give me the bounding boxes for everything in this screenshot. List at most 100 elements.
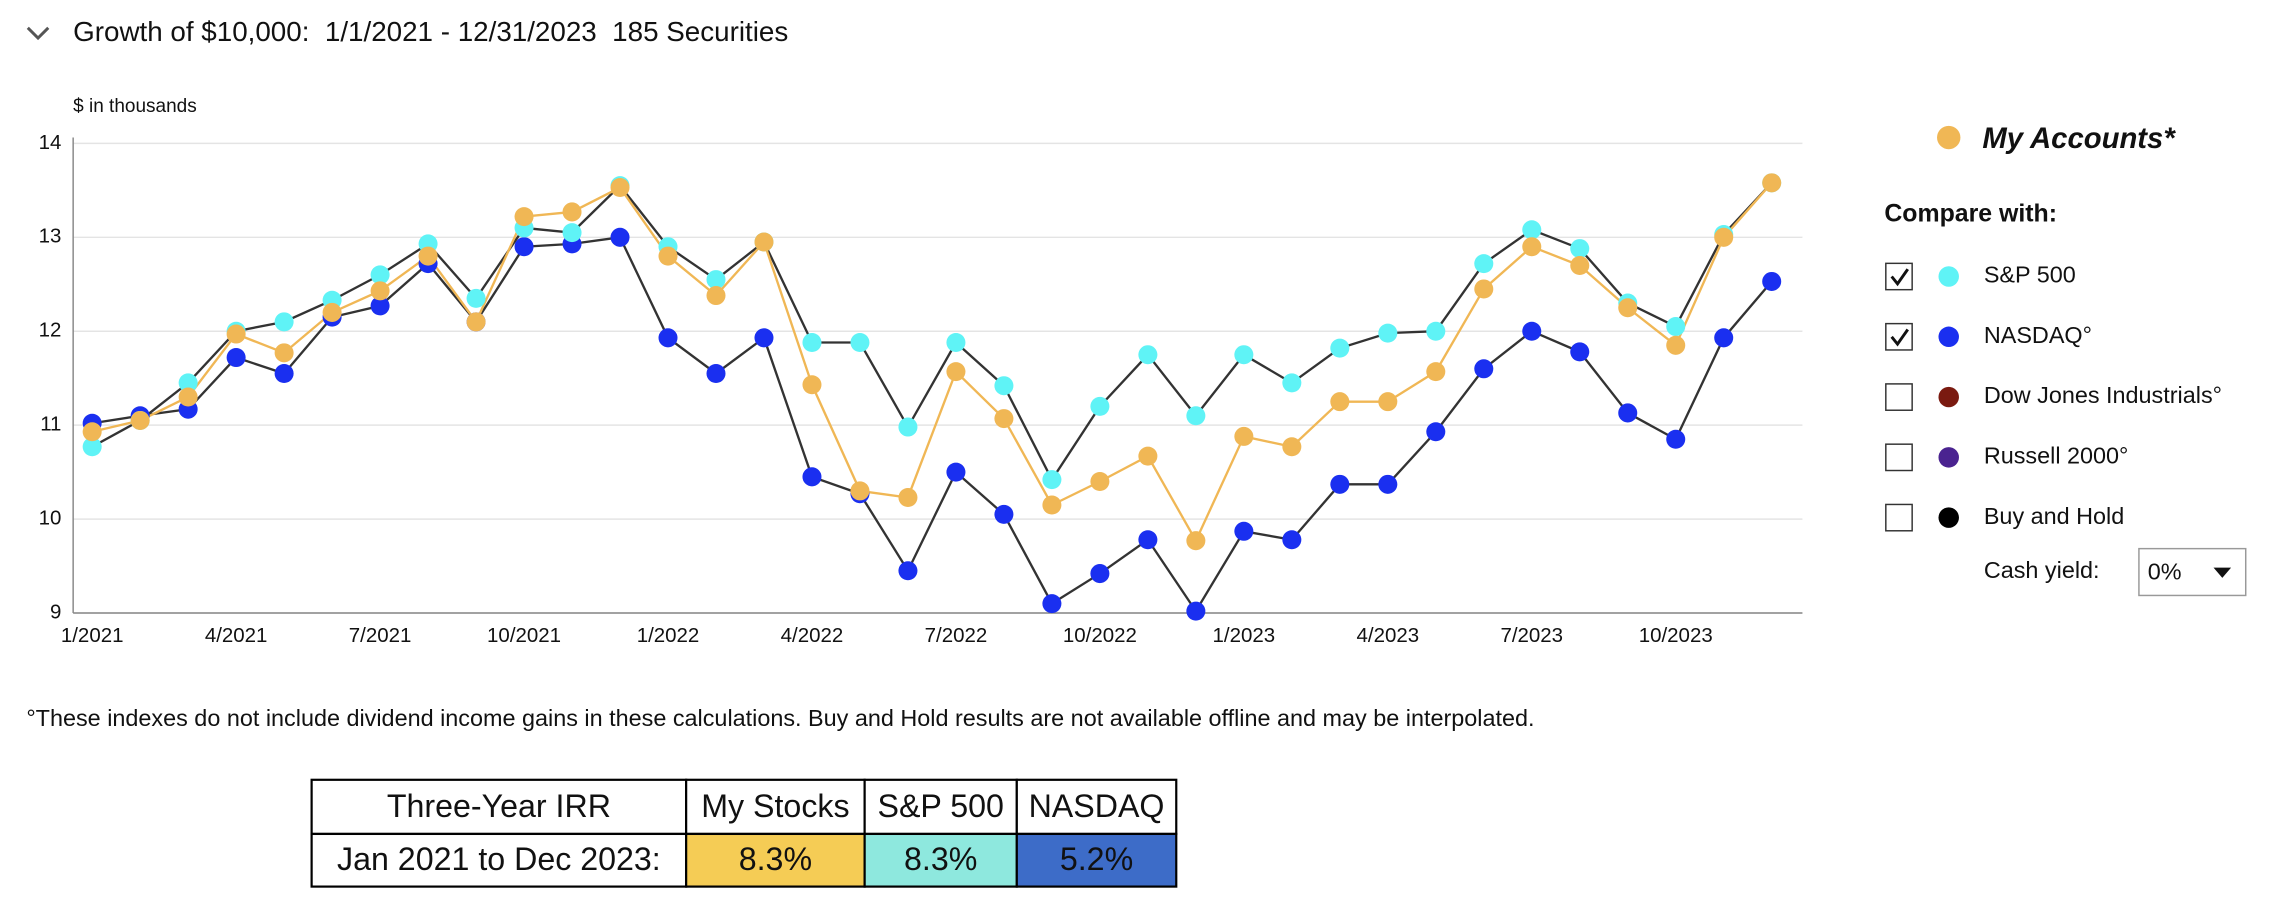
data-point <box>514 207 534 227</box>
legend-dot <box>1938 326 1959 348</box>
data-point <box>226 348 246 368</box>
cash-yield-dropdown[interactable] <box>2138 547 2247 597</box>
checkbox[interactable] <box>1885 503 1913 532</box>
data-point <box>1426 362 1446 382</box>
table-cell <box>685 778 866 836</box>
compare-label: Compare with: <box>1884 200 2057 228</box>
data-point <box>1090 564 1110 584</box>
data-point <box>322 302 342 322</box>
table-text: 8.3% <box>904 841 977 877</box>
table-text: Jan 2021 to Dec 2023: <box>337 841 661 877</box>
checkbox[interactable] <box>1885 322 1913 351</box>
data-point <box>1618 298 1638 318</box>
checkbox[interactable] <box>1885 383 1913 411</box>
data-point <box>1714 227 1734 247</box>
data-point <box>1474 254 1494 274</box>
data-point <box>802 375 822 395</box>
x-tick-label: 7/2021 <box>349 624 412 647</box>
data-point <box>1330 474 1350 494</box>
cash-yield-value: 0% <box>2148 559 2182 585</box>
data-point <box>370 296 390 316</box>
data-point <box>1330 338 1350 358</box>
y-tick-label: 10 <box>39 506 62 529</box>
data-point <box>754 328 774 348</box>
data-point <box>1666 317 1686 337</box>
data-point <box>1330 392 1350 412</box>
data-point <box>1378 474 1398 494</box>
table-text: My Stocks <box>701 788 849 824</box>
data-point <box>898 417 918 437</box>
dropdown-arrow <box>2213 567 2232 578</box>
data-point <box>610 178 630 198</box>
data-point <box>466 288 486 308</box>
x-tick-label: 1/2021 <box>61 624 124 647</box>
data-point <box>1138 345 1158 365</box>
y-tick-label: 14 <box>39 131 62 154</box>
data-point <box>370 281 390 301</box>
legend-label: Buy and Hold <box>1984 503 2124 529</box>
series-line <box>91 182 1773 544</box>
y-tick-label: 9 <box>50 600 61 623</box>
data-point <box>994 376 1014 396</box>
y-axis-label: $ in thousands <box>73 96 197 117</box>
data-point <box>946 362 966 382</box>
data-point <box>1234 426 1254 446</box>
data-point <box>178 387 198 407</box>
data-point <box>658 246 678 266</box>
legend-dot <box>1938 447 1959 468</box>
data-point <box>82 422 102 442</box>
data-point <box>898 561 918 581</box>
data-point <box>1714 328 1734 348</box>
data-point <box>850 481 870 501</box>
data-point <box>802 332 822 353</box>
data-point <box>1138 530 1158 550</box>
data-point <box>1378 323 1398 343</box>
data-point <box>1234 521 1254 541</box>
legend-label: Russell 2000° <box>1984 443 2129 469</box>
legend-dot <box>1938 507 1959 528</box>
data-point <box>1042 594 1062 614</box>
collapse-chevron[interactable] <box>26 26 50 41</box>
data-point <box>1426 422 1446 442</box>
x-tick-label: 7/2023 <box>1500 624 1563 647</box>
data-point <box>946 462 966 482</box>
legend-dot <box>1937 125 1961 150</box>
data-point <box>178 373 198 393</box>
data-point <box>754 232 774 252</box>
data-point <box>1282 530 1302 550</box>
checkbox[interactable] <box>1885 262 1913 291</box>
table-text: S&P 500 <box>878 788 1004 824</box>
data-point <box>1090 472 1110 492</box>
check-mark <box>1890 328 1909 347</box>
table-cell <box>685 832 866 888</box>
data-point <box>1378 392 1398 412</box>
data-point <box>1282 373 1302 393</box>
data-point <box>706 270 726 290</box>
data-point <box>562 202 582 222</box>
x-tick-label: 4/2023 <box>1357 624 1420 647</box>
data-point <box>610 227 630 247</box>
x-tick-label: 4/2021 <box>205 624 268 647</box>
table-text: NASDAQ <box>1029 788 1165 824</box>
x-tick-label: 4/2022 <box>781 624 844 647</box>
data-point <box>466 312 486 332</box>
checkbox[interactable] <box>1885 443 1913 472</box>
table-cell <box>310 778 688 836</box>
data-point <box>658 328 678 348</box>
x-tick-label: 7/2022 <box>925 624 988 647</box>
y-tick-label: 12 <box>39 319 62 342</box>
data-point <box>1186 601 1206 621</box>
data-point <box>1474 359 1494 379</box>
legend-label: Dow Jones Industrials° <box>1984 382 2222 408</box>
data-point <box>1522 237 1542 257</box>
data-point <box>370 265 390 285</box>
table-text: 8.3% <box>739 841 812 877</box>
x-tick-label: 1/2022 <box>637 624 700 647</box>
data-point <box>706 363 726 384</box>
data-point <box>850 332 870 353</box>
data-point <box>1618 403 1638 423</box>
table-text: Three-Year IRR <box>387 788 611 824</box>
data-point <box>226 324 246 344</box>
legend-dot <box>1938 266 1959 287</box>
data-point <box>1042 495 1062 515</box>
